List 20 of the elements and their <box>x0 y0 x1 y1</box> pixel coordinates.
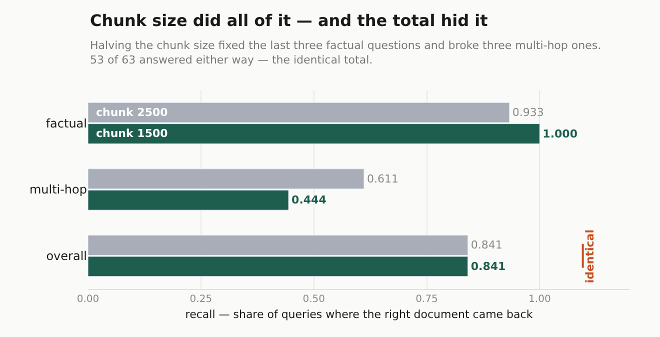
x-axis-title: recall — share of queries where the right document came back <box>185 308 534 322</box>
chart-subtitle: Halving the chunk size fixed the last three factual questions and broke three multi-hop ones. 53 of 63 answered either way — the identical total. <box>90 39 602 66</box>
x-tick-label: 0.00 <box>76 294 100 305</box>
y-tick-label: overall <box>46 249 87 264</box>
chart-title: Chunk size did all of it — and the total hid it <box>90 11 488 30</box>
y-tick-label: factual <box>46 116 87 130</box>
series-label: chunk 1500 <box>96 127 168 140</box>
data-label: 0.841 <box>470 260 506 273</box>
x-tick-label: 0.50 <box>302 294 325 305</box>
x-tick-label: 0.25 <box>190 294 212 305</box>
y-tick-label: multi-hop <box>29 182 87 197</box>
data-label: 0.841 <box>470 238 502 252</box>
data-label: 1.000 <box>542 127 578 140</box>
series-label: chunk 2500 <box>96 106 168 119</box>
data-label: 0.611 <box>366 172 398 186</box>
x-tick-label: 1.00 <box>528 294 551 305</box>
data-label: 0.933 <box>512 106 544 120</box>
data-label: 0.444 <box>292 194 327 207</box>
annotation: identical <box>584 229 597 284</box>
x-tick-label: 0.75 <box>416 294 438 305</box>
